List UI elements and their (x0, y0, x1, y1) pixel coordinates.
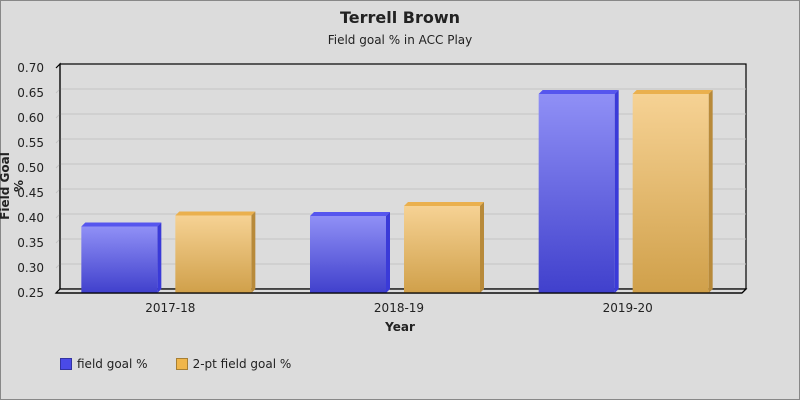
bar (175, 211, 256, 293)
svg-text:0.55: 0.55 (17, 136, 44, 150)
legend-swatch-orange (175, 358, 188, 370)
svg-text:0.70: 0.70 (17, 61, 44, 75)
legend-label: field goal % (77, 357, 148, 371)
x-axis-ticks: 2017-18 2018-19 2019-20 (145, 301, 652, 315)
chart-title: Terrell Brown (339, 8, 461, 27)
svg-text:0.25: 0.25 (17, 286, 44, 300)
legend-item-2pt-field-goal: 2-pt field goal % (175, 357, 292, 371)
bar (310, 212, 390, 293)
svg-text:0.45: 0.45 (17, 186, 44, 200)
svg-text:2018-19: 2018-19 (374, 301, 424, 315)
svg-text:0.40: 0.40 (17, 211, 44, 225)
bar (632, 90, 713, 293)
svg-text:2019-20: 2019-20 (603, 301, 653, 315)
svg-text:2017-18: 2017-18 (145, 301, 195, 315)
grid-lines (54, 62, 748, 294)
bar (538, 90, 619, 293)
legend-label: 2-pt field goal % (192, 357, 292, 371)
bar (81, 222, 162, 293)
svg-text:0.65: 0.65 (17, 86, 44, 100)
svg-text:0.50: 0.50 (17, 161, 44, 175)
legend: field goal % 2-pt field goal % (60, 357, 291, 371)
y-axis-ticks: 0.70 0.65 0.60 0.55 0.50 0.45 0.40 0.35 0.30 0.25 (17, 61, 44, 300)
bars (56, 90, 747, 294)
legend-swatch-blue (60, 358, 72, 370)
bar (404, 202, 484, 293)
chart-subtitle: Field goal % in ACC Play (327, 33, 473, 47)
svg-text:0.35: 0.35 (17, 236, 44, 250)
svg-text:0.60: 0.60 (17, 111, 44, 125)
x-axis-label: Year (385, 320, 415, 334)
svg-text:0.30: 0.30 (17, 261, 44, 275)
legend-item-field-goal: field goal % (60, 357, 148, 371)
